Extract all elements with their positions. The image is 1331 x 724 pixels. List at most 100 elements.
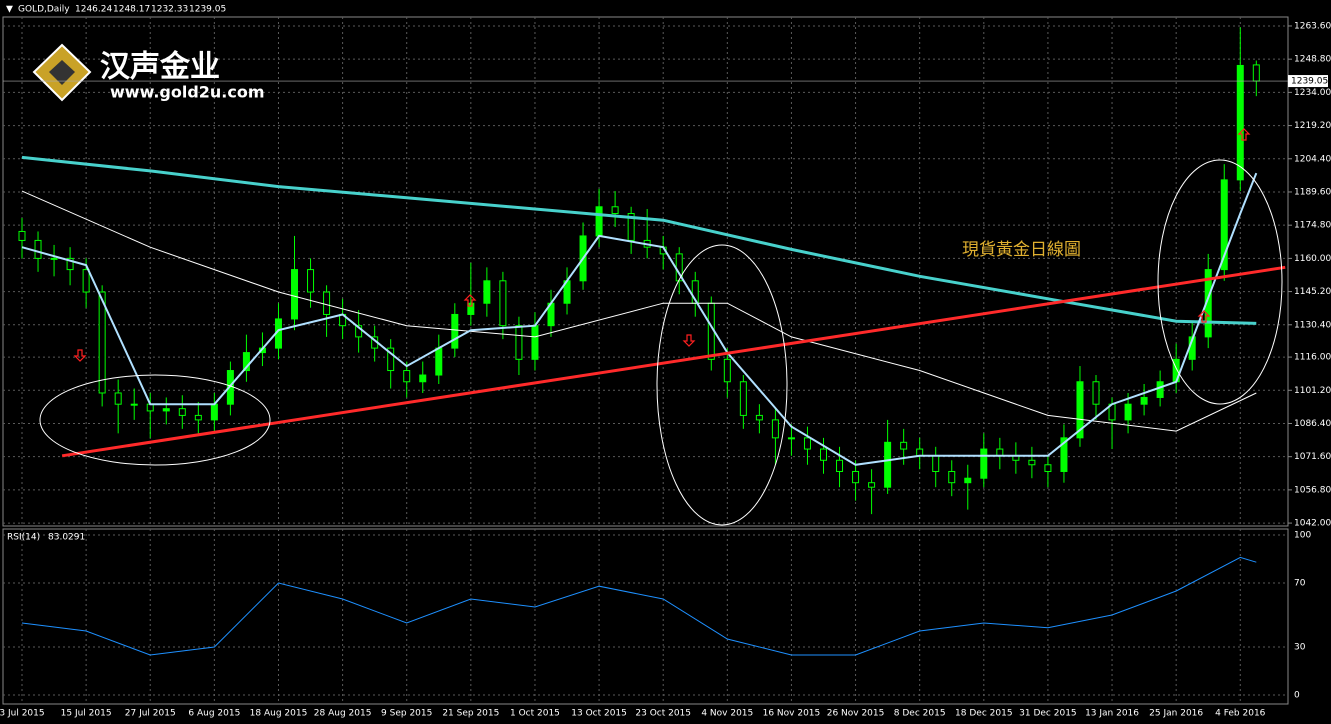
x-tick-label: 26 Nov 2015 — [827, 709, 885, 719]
candle-body — [1028, 459, 1036, 466]
price-box — [1288, 75, 1328, 88]
candle-body — [1124, 403, 1132, 421]
candle-body — [1044, 464, 1052, 472]
x-tick-label: 13 Jan 2016 — [1085, 709, 1139, 719]
candle-body — [787, 437, 795, 440]
candle-body — [964, 477, 972, 484]
candle-body — [467, 302, 475, 315]
rsi-tick-label: 100 — [1294, 531, 1311, 541]
rsi-title: RSI(14) — [7, 533, 40, 543]
candle-body — [531, 325, 539, 360]
candle-body — [419, 374, 427, 383]
candle-body — [291, 269, 299, 320]
x-tick-label: 4 Feb 2016 — [1215, 709, 1266, 719]
x-tick-label: 18 Aug 2015 — [250, 709, 308, 719]
candle-body — [114, 392, 122, 405]
candle-body — [66, 257, 74, 271]
signal-arrows — [73, 128, 1251, 362]
candle-body — [499, 280, 507, 327]
title-arrow: ▼ — [6, 5, 13, 15]
candle-body — [403, 370, 411, 383]
candle-body — [771, 419, 779, 439]
x-tick-label: 31 Dec 2015 — [1019, 709, 1077, 719]
candle-body — [34, 239, 42, 259]
candle-body — [852, 470, 860, 484]
x-tick-label: 4 Nov 2015 — [701, 709, 753, 719]
x-tick-label: 1 Oct 2015 — [510, 709, 560, 719]
x-tick-label: 27 Jul 2015 — [125, 709, 176, 719]
price-label: 1239.05 — [1291, 77, 1328, 87]
candle-body — [162, 408, 170, 412]
chart-title: GOLD,Daily — [18, 5, 70, 15]
candle-body — [1140, 396, 1148, 405]
annotation: 現貨黃金日線圖 — [962, 240, 1081, 260]
rsi-tick-label: 70 — [1294, 579, 1306, 589]
overlay-line — [21, 155, 1257, 325]
candle-body — [515, 325, 523, 360]
logo: 汉声金业 www.gold2u.com — [32, 43, 265, 102]
candle-body — [996, 448, 1004, 457]
overlay-line — [21, 190, 1257, 432]
y-tick-label: 1160.00 — [1294, 254, 1331, 264]
candle-body — [1092, 381, 1100, 405]
y-tick-label: 1248.80 — [1294, 55, 1331, 65]
x-tick-label: 21 Sep 2015 — [442, 709, 499, 719]
ohlc-high: 1248.17 — [113, 5, 150, 15]
y-tick-label: 1204.40 — [1294, 154, 1331, 164]
x-tick-label: 6 Aug 2015 — [188, 709, 240, 719]
x-tick-label: 15 Jul 2015 — [61, 709, 112, 719]
x-tick-label: 9 Sep 2015 — [381, 709, 432, 719]
logo-url: www.gold2u.com — [110, 83, 265, 102]
candle-body — [355, 325, 363, 338]
candle-body — [1236, 64, 1244, 181]
y-tick-label: 1071.60 — [1294, 452, 1331, 462]
candle-body — [900, 441, 908, 450]
candle-body — [483, 280, 491, 304]
x-tick-label: 18 Dec 2015 — [955, 709, 1013, 719]
up-arrow — [463, 294, 477, 307]
y-tick-label: 1042.00 — [1294, 519, 1331, 529]
x-tick-label: 23 Oct 2015 — [635, 709, 691, 719]
candle-body — [387, 347, 395, 372]
y-tick-label: 1086.40 — [1294, 419, 1331, 429]
candle-body — [130, 403, 138, 406]
circle — [39, 374, 271, 466]
candle-body — [595, 206, 603, 237]
rsi-tick-label: 0 — [1294, 691, 1300, 701]
y-tick-label: 1174.80 — [1294, 221, 1331, 231]
overlay-line — [61, 265, 1286, 458]
x-tick-label: 8 Dec 2015 — [894, 709, 946, 719]
candle-body — [178, 408, 186, 416]
x-tick-label: 25 Jan 2016 — [1149, 709, 1203, 719]
candle-body — [627, 213, 635, 241]
candle-body — [210, 403, 218, 421]
candle-body — [916, 448, 924, 457]
x-tick-label: 3 Jul 2015 — [0, 709, 45, 719]
x-tick-label: 13 Oct 2015 — [571, 709, 627, 719]
y-tick-label: 1145.20 — [1294, 287, 1331, 297]
down-arrow — [73, 349, 87, 362]
candle-body — [980, 448, 988, 479]
candle-body — [18, 230, 26, 241]
candle-body — [723, 358, 731, 383]
ohlc-low: 1232.33 — [151, 5, 188, 15]
candle-body — [932, 455, 940, 472]
x-tick-label: 16 Nov 2015 — [763, 709, 821, 719]
candle-body — [836, 459, 844, 472]
candle-body — [98, 291, 106, 394]
candle-body — [307, 269, 315, 293]
candle-body — [435, 347, 443, 376]
y-tick-label: 1056.80 — [1294, 485, 1331, 495]
main-frame — [2, 16, 1289, 527]
candle-body — [82, 269, 90, 293]
y-tick-label: 1101.20 — [1294, 386, 1331, 396]
circle — [656, 244, 788, 526]
candle-body — [323, 291, 331, 315]
candle-body — [194, 414, 202, 421]
logo-name: 汉声金业 — [100, 50, 220, 85]
candle-body — [884, 441, 892, 488]
candle-body — [1156, 381, 1164, 398]
y-tick-label: 1219.20 — [1294, 121, 1331, 131]
candle-body — [1060, 437, 1068, 472]
